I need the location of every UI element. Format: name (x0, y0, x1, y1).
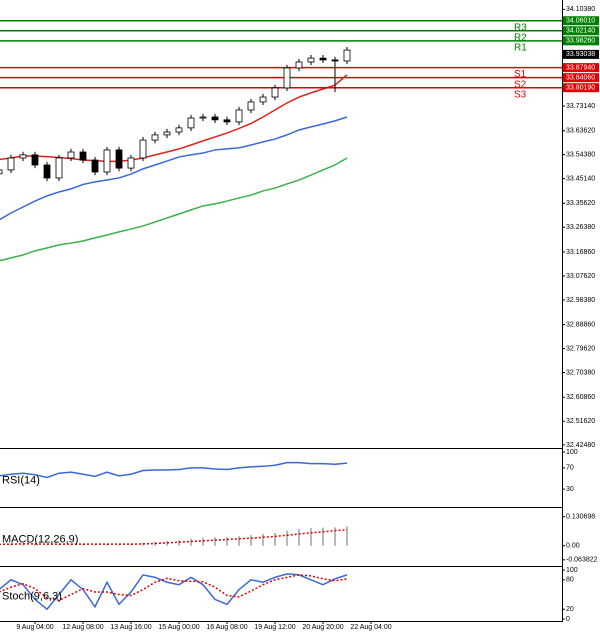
level-price-box (563, 83, 599, 93)
candle-body (223, 119, 231, 123)
candle-body (67, 151, 75, 159)
candle-body (235, 109, 243, 123)
x-tick-label: 20 Aug 20:00 (302, 624, 343, 631)
candle-body (91, 159, 99, 173)
level-name: S2 (514, 79, 527, 90)
y-tick-label: 33.54380 (566, 152, 595, 159)
candle-body (343, 49, 351, 62)
level-name: S3 (514, 89, 527, 100)
indicator-title: MACD(12,26,9) (2, 533, 78, 545)
y-tick-label: -0.063822 (566, 557, 598, 564)
candle-body (331, 59, 339, 62)
x-tick-label: 12 Aug 08:00 (62, 624, 103, 631)
level-price-label: 33.87940 (566, 64, 595, 71)
candle-body (127, 157, 135, 169)
candle-body (79, 151, 87, 161)
level-price-box (563, 73, 599, 83)
candle-body (283, 67, 291, 89)
y-tick-label: 33.63620 (566, 128, 595, 135)
last-price-label: 33.93038 (566, 51, 595, 58)
y-tick-label: 0.00 (566, 543, 580, 550)
level-name: R1 (514, 42, 527, 53)
level-name: R3 (514, 22, 527, 33)
last-price-box (563, 49, 599, 59)
x-tick-label: 15 Aug 00:00 (158, 624, 199, 631)
y-tick-label: 32.70380 (566, 369, 595, 376)
x-tick-label: 16 Aug 08:00 (206, 624, 247, 631)
y-tick-label: 33.16860 (566, 249, 595, 256)
y-tick-label: 33.35620 (566, 200, 595, 207)
level-price-label: 33.98260 (566, 38, 595, 45)
moving-average (0, 116, 348, 221)
candle-body (103, 149, 111, 173)
candle-body (139, 139, 147, 159)
candle-body (247, 101, 255, 111)
level-price-label: 33.84060 (566, 75, 595, 82)
y-tick-label: 0.130698 (566, 514, 595, 521)
y-tick-label: 100 (566, 449, 578, 456)
candle-body (115, 149, 123, 169)
y-tick-label: 80 (566, 577, 574, 584)
candle-body (19, 154, 27, 159)
level-price-label: 34.06010 (566, 18, 595, 25)
candle-body (307, 57, 315, 63)
level-price-box (563, 63, 599, 73)
candle-body (295, 61, 303, 69)
x-tick-label: 19 Aug 12:00 (254, 624, 295, 631)
candle-body (187, 117, 195, 129)
candle-body (163, 131, 171, 136)
y-tick-label: 32.51620 (566, 418, 595, 425)
indicator-line (0, 461, 348, 479)
x-tick-label: 13 Aug 16:00 (110, 624, 151, 631)
candle-body (0, 169, 3, 175)
x-tick-label: 22 Aug 04:00 (350, 624, 391, 631)
y-tick-label: 34.10380 (566, 6, 595, 13)
moving-average (0, 157, 348, 262)
level-price-box (563, 36, 599, 46)
y-tick-label: 70 (566, 465, 574, 472)
level-name: R2 (514, 32, 527, 43)
y-tick-label: 33.45140 (566, 175, 595, 182)
candle-body (199, 116, 207, 119)
candle-body (7, 157, 15, 171)
y-tick-label: 0 (566, 616, 570, 623)
candle-body (319, 57, 327, 61)
y-tick-label: 30 (566, 486, 574, 493)
y-tick-label: 32.98380 (566, 297, 595, 304)
level-price-label: 34.02140 (566, 28, 595, 35)
indicator-title: RSI(14) (2, 474, 40, 486)
candle-body (259, 96, 267, 103)
candle-body (31, 154, 39, 166)
moving-average (0, 74, 348, 163)
level-name: S1 (514, 69, 527, 80)
level-price-box (563, 26, 599, 36)
level-price-label: 33.80190 (566, 85, 595, 92)
level-price-box (563, 16, 599, 26)
y-tick-label: 33.07620 (566, 273, 595, 280)
stoch-k-line (0, 573, 348, 611)
candle-body (43, 164, 51, 179)
y-tick-label: 33.26380 (566, 224, 595, 231)
y-tick-label: 100 (566, 567, 578, 574)
x-tick-label: 9 Aug 04:00 (16, 624, 53, 631)
indicator-title: Stoch(9,6,3) (2, 590, 62, 602)
y-tick-label: 33.73140 (566, 103, 595, 110)
y-tick-label: 32.88860 (566, 321, 595, 328)
candle-body (211, 116, 219, 121)
candle-body (55, 157, 63, 179)
candle-body (151, 134, 159, 141)
y-tick-label: 32.42480 (566, 442, 595, 449)
candle-body (175, 127, 183, 133)
y-tick-label: 20 (566, 606, 574, 613)
y-tick-label: 32.79620 (566, 345, 595, 352)
y-tick-label: 32.60860 (566, 394, 595, 401)
candle-body (271, 87, 279, 98)
